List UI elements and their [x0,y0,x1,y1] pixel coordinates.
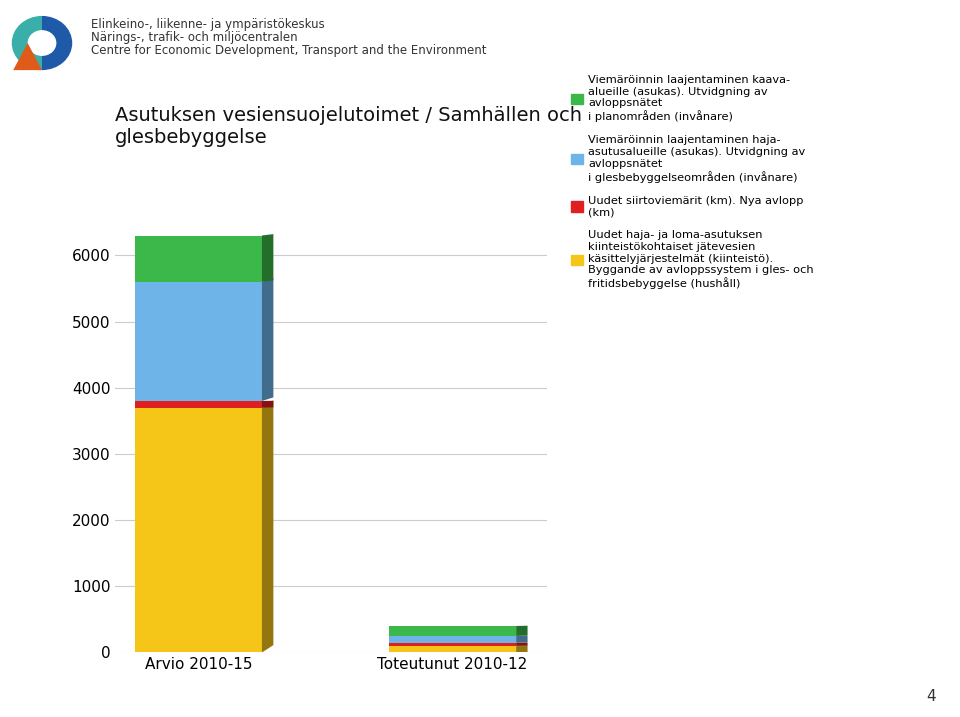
Bar [389,646,516,652]
Text: Asutuksen vesiensuojelutoimet / Samhällen och: Asutuksen vesiensuojelutoimet / Samhälle… [115,107,582,125]
Text: Elinkeino-, liikenne- ja ympäristökeskus: Elinkeino-, liikenne- ja ympäristökeskus [91,18,324,31]
Polygon shape [516,636,528,642]
Bar [134,401,262,407]
Polygon shape [13,43,42,70]
Wedge shape [42,16,72,70]
Polygon shape [262,401,274,407]
Bar [134,235,262,282]
Text: 4: 4 [926,689,936,704]
Bar [389,626,516,636]
Polygon shape [262,400,274,652]
Bar [389,636,516,642]
Polygon shape [262,234,274,282]
Polygon shape [516,626,528,636]
Bar [134,282,262,401]
Polygon shape [516,642,528,646]
Text: Närings-, trafik- och miljöcentralen: Närings-, trafik- och miljöcentralen [91,31,298,44]
Text: glesbebyggelse: glesbebyggelse [115,128,268,147]
Polygon shape [262,278,274,401]
Wedge shape [12,16,42,70]
Text: Centre for Economic Development, Transport and the Environment: Centre for Economic Development, Transpo… [91,44,487,57]
Polygon shape [516,645,528,652]
Bar [134,407,262,652]
Legend: Viemäröinnin laajentaminen kaava-
alueille (asukas). Utvidgning av
avloppsnätet
: Viemäröinnin laajentaminen kaava- alueil… [571,75,814,289]
Bar [389,642,516,646]
